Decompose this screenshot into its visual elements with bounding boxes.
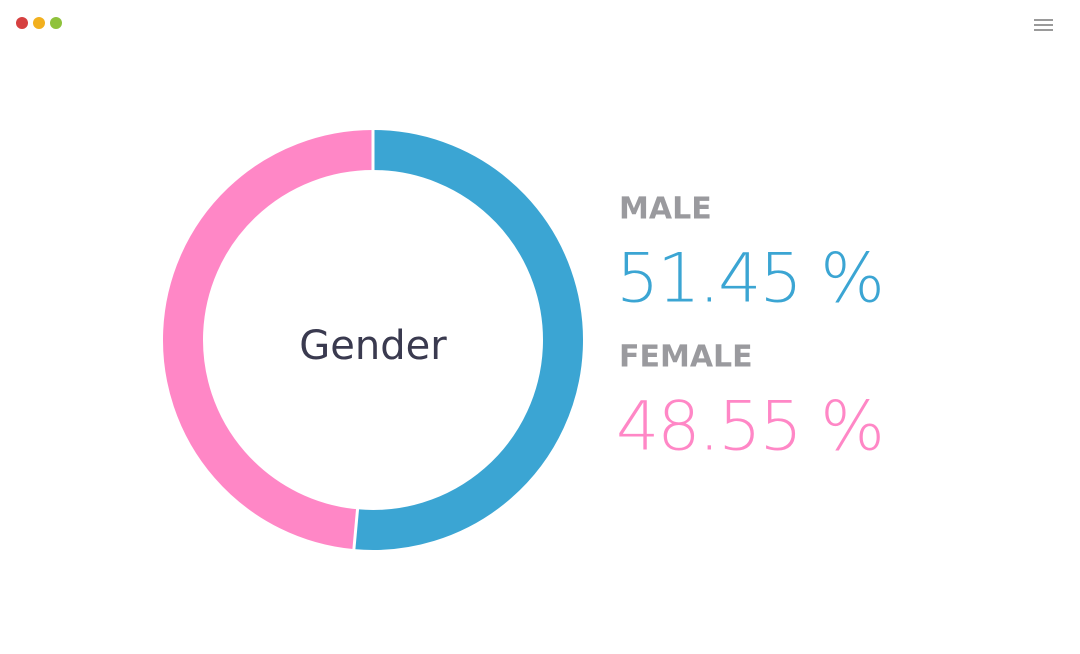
donut-segment — [163, 130, 374, 550]
donut — [163, 129, 583, 551]
legend-value: 51.45 % — [616, 240, 883, 319]
menu-icon[interactable] — [1034, 19, 1053, 31]
window-dot — [16, 17, 28, 29]
donut-segment — [353, 130, 583, 550]
legend-category: MALE — [619, 192, 712, 227]
window-dot — [50, 17, 62, 29]
legend-value: 48.55 % — [616, 388, 883, 467]
legend: MALE 51.45 % FEMALE 48.55 % — [616, 192, 885, 467]
legend-category: FEMALE — [619, 340, 753, 375]
chart-title: Gender — [299, 323, 447, 369]
window-dot — [33, 17, 45, 29]
segment-separator — [352, 508, 360, 551]
